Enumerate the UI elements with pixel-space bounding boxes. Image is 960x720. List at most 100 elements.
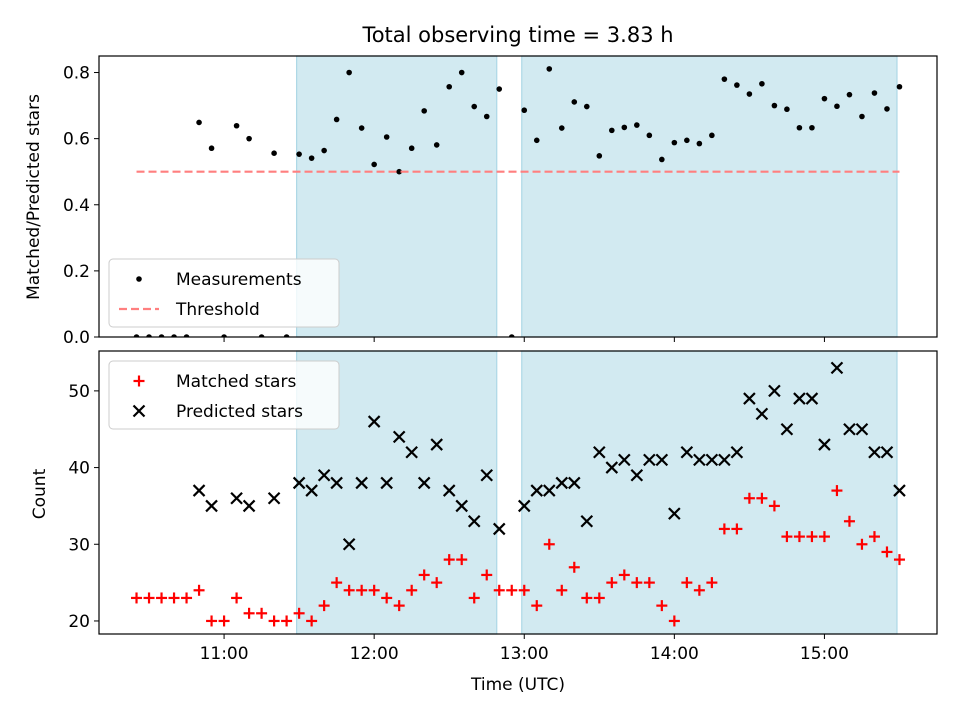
predicted-stars-point	[768, 384, 781, 398]
top-y-tick-label: 0.8	[63, 64, 90, 84]
measurements-point	[884, 106, 890, 112]
measurements-point	[896, 83, 903, 90]
measurements-point	[158, 334, 165, 337]
measurements-point	[421, 108, 427, 114]
x-axis-label: Time (UTC)	[470, 675, 565, 695]
bottom-plot-frame	[98, 350, 938, 635]
legend-box	[108, 360, 340, 430]
measurements-point	[371, 161, 377, 168]
matched-stars-point	[356, 584, 368, 596]
predicted-stars-legend-label: Predicted stars	[176, 402, 303, 422]
matched-stars-point	[856, 538, 868, 550]
matched-stars-point	[318, 600, 330, 612]
bottom-y-axis-label: Count	[30, 468, 50, 519]
matched-stars-legend-label: Matched stars	[176, 372, 296, 392]
measurements-point	[483, 113, 490, 120]
predicted-stars-point	[605, 461, 619, 474]
measurements-legend-swatch	[136, 276, 142, 282]
predicted-stars-point	[718, 453, 731, 467]
measurements-point	[221, 334, 227, 337]
matched-stars-point	[743, 492, 755, 504]
top-legend: Measurements Threshold	[108, 258, 340, 328]
measurements-point	[646, 132, 653, 139]
matched-stars-point	[143, 592, 155, 604]
measurements-point	[571, 99, 578, 105]
measurements-point	[433, 142, 440, 148]
matched-stars-point	[406, 584, 418, 596]
matched-stars-point	[706, 577, 718, 589]
predicted-stars-point	[730, 445, 744, 459]
x-tick-label: 12:00	[350, 644, 399, 664]
matched-stars-point	[493, 584, 505, 596]
predicted-stars-point	[780, 422, 794, 436]
bottom-y-tick-label: 40	[68, 459, 90, 479]
measurements-point	[609, 127, 615, 134]
measurements-point	[271, 150, 277, 156]
matched-stars-point	[681, 577, 693, 589]
matched-stars-point	[731, 523, 743, 535]
matched-stars-point	[431, 577, 443, 589]
matched-stars-point	[831, 485, 843, 497]
bottom-y-tick-label: 50	[68, 382, 90, 402]
predicted-stars-point	[693, 453, 706, 467]
predicted-stars-point	[843, 422, 856, 436]
matched-stars-point	[881, 546, 893, 558]
predicted-stars-point	[793, 392, 806, 405]
threshold-legend-label: Threshold	[175, 300, 260, 320]
measurements-point	[171, 334, 177, 337]
measurements-point	[358, 125, 365, 131]
matched-stars-point	[256, 607, 268, 619]
predicted-stars-point	[580, 514, 594, 528]
bottom-shaded-interval-2	[521, 350, 898, 635]
predicted-stars-point	[392, 430, 406, 444]
matched-stars-point	[568, 561, 580, 573]
measurements-point	[333, 116, 340, 123]
measurements-point	[233, 122, 240, 129]
measurements-point	[734, 82, 740, 88]
measurements-point	[308, 155, 315, 161]
measurements-legend-label: Measurements	[176, 270, 302, 290]
predicted-stars-point	[305, 484, 318, 497]
matched-stars-point	[468, 592, 480, 604]
matched-stars-point	[368, 584, 380, 596]
x-tick-label: 11:00	[200, 644, 249, 664]
matched-stars-point	[693, 584, 705, 596]
measurements-point	[671, 139, 678, 146]
bottom-panel: 20 30 40 50 11:00 12:00 13:00 14:00 15:00 Matched…	[68, 350, 938, 664]
matched-stars-point	[668, 615, 680, 627]
measurements-point	[796, 124, 803, 131]
matched-stars-point	[543, 538, 555, 550]
measurements-point	[621, 124, 628, 131]
measurements-point	[446, 83, 453, 90]
legend-box	[108, 258, 340, 328]
matched-stars-legend-swatch	[133, 375, 145, 387]
measurements-point	[508, 334, 515, 337]
matched-stars-point	[556, 584, 568, 596]
predicted-stars-point	[405, 445, 418, 459]
predicted-stars-point	[618, 453, 631, 467]
matched-stars-point	[593, 592, 605, 604]
matched-stars-point	[293, 607, 305, 619]
measurements-point	[383, 134, 390, 140]
top-y-tick-label: 0.0	[63, 328, 90, 348]
matched-stars-point	[481, 569, 493, 581]
measurements-point	[821, 95, 828, 102]
predicted-stars-point	[342, 537, 356, 551]
predicted-stars-point	[367, 415, 381, 428]
matched-stars-point	[818, 531, 830, 543]
matched-stars-point	[343, 584, 355, 596]
top-plot-frame	[98, 55, 938, 338]
measurements-point	[146, 334, 152, 337]
measurements-point	[634, 122, 640, 128]
matched-stars-point	[656, 600, 668, 612]
bottom-data	[131, 361, 906, 627]
predicted-stars-point	[230, 491, 243, 505]
matched-stars-point	[206, 615, 218, 627]
matched-stars-point	[793, 531, 805, 543]
measurements-point	[346, 69, 352, 76]
matched-stars-point	[631, 577, 643, 589]
chart-title: Total observing time = 3.83 h	[361, 23, 673, 47]
matched-stars-point	[168, 592, 180, 604]
matched-stars-point	[893, 554, 905, 566]
